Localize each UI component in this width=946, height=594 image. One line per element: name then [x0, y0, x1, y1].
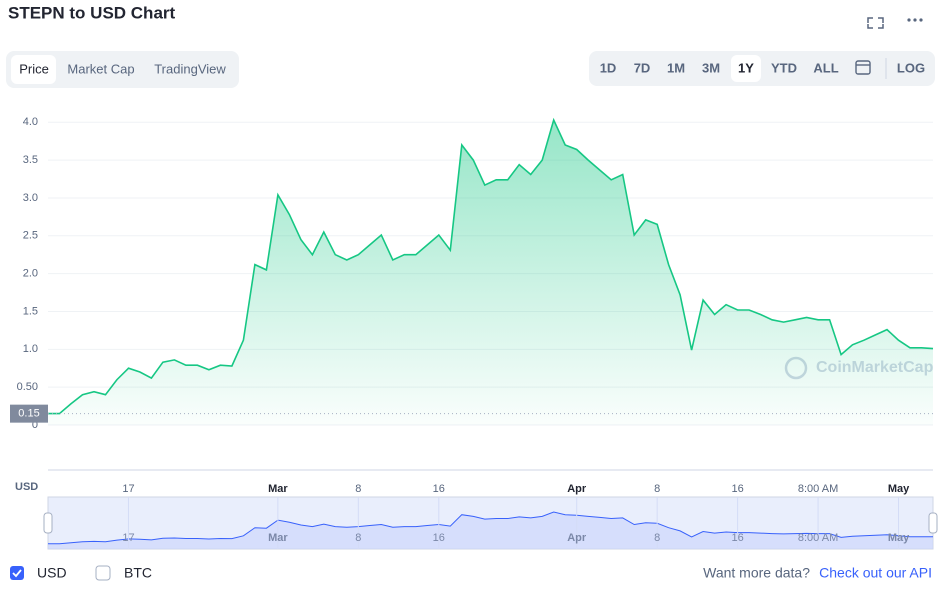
navigator-tick-label: 17 — [122, 532, 134, 544]
y-tick-label: 1.0 — [23, 343, 38, 355]
navigator-tick-label: 8 — [355, 532, 361, 544]
navigator-tick-label: Apr — [567, 532, 587, 544]
tab-group — [6, 51, 239, 88]
area — [48, 120, 933, 425]
price-line — [48, 117, 934, 415]
currency-option[interactable]: BTC — [124, 565, 152, 581]
navigator-handle[interactable] — [43, 512, 53, 534]
range-active — [731, 55, 761, 82]
range-button[interactable]: 1D — [600, 60, 617, 75]
axis-label: USD — [15, 481, 38, 493]
range-button[interactable]: 1Y — [738, 60, 754, 75]
y-tick-label: 2.5 — [23, 230, 38, 242]
range-button[interactable]: 7D — [634, 60, 651, 75]
footer-text: Want more data? — [703, 565, 810, 581]
range-group — [589, 51, 935, 86]
x-tick-label: 8 — [654, 483, 660, 495]
reference-label-bg — [10, 404, 48, 423]
api-link[interactable]: Check out our API — [819, 565, 932, 581]
navigator-tick-label: Mar — [268, 532, 288, 544]
x-tick-label: 8:00 AM — [798, 483, 838, 495]
navigator-area — [48, 512, 933, 549]
checkbox-checked[interactable] — [10, 566, 24, 580]
y-tick-label: 1.5 — [23, 305, 38, 317]
x-tick-label: 8 — [355, 483, 361, 495]
currency-option[interactable]: USD — [37, 565, 67, 581]
range-button[interactable]: YTD — [771, 60, 797, 75]
x-tick-label: Apr — [567, 483, 587, 495]
range-button[interactable]: LOG — [897, 60, 925, 75]
tab[interactable]: TradingView — [154, 61, 226, 76]
y-tick-label: 0 — [32, 419, 38, 431]
more-icon[interactable] — [907, 18, 923, 22]
tab[interactable]: Price — [19, 61, 49, 76]
y-tick-label: 2.0 — [23, 268, 38, 280]
x-tick-label: May — [888, 483, 910, 495]
x-tick-label: Mar — [268, 483, 288, 495]
y-tick-label: 0.50 — [17, 381, 38, 393]
navigator-handle[interactable] — [928, 512, 938, 534]
range-button[interactable]: 3M — [702, 60, 720, 75]
navigator-tick-label: 16 — [433, 532, 445, 544]
reference-label: 0.15 — [18, 408, 39, 420]
y-tick-label: 3.0 — [23, 192, 38, 204]
range-button[interactable]: ALL — [813, 60, 838, 75]
fullscreen-icon[interactable] — [867, 17, 884, 29]
x-tick-label: 17 — [122, 483, 134, 495]
range-button[interactable]: 1M — [667, 60, 685, 75]
y-tick-label: 3.5 — [23, 154, 38, 166]
navigator-tick-label: 8 — [654, 532, 660, 544]
calendar-icon[interactable] — [855, 60, 871, 75]
navigator-line — [48, 511, 933, 545]
checkbox[interactable] — [95, 565, 111, 581]
title: STEPN to USD Chart — [8, 3, 176, 22]
x-tick-label: 16 — [433, 483, 445, 495]
tab[interactable]: Market Cap — [67, 61, 134, 76]
x-tick-label: 16 — [731, 483, 743, 495]
y-tick-label: 4.0 — [23, 116, 38, 128]
navigator-tick-label: 16 — [731, 532, 743, 544]
navigator-tick-label: May — [888, 532, 910, 544]
navigator-tick-label: 8:00 AM — [798, 532, 838, 544]
tab-active — [11, 55, 56, 84]
